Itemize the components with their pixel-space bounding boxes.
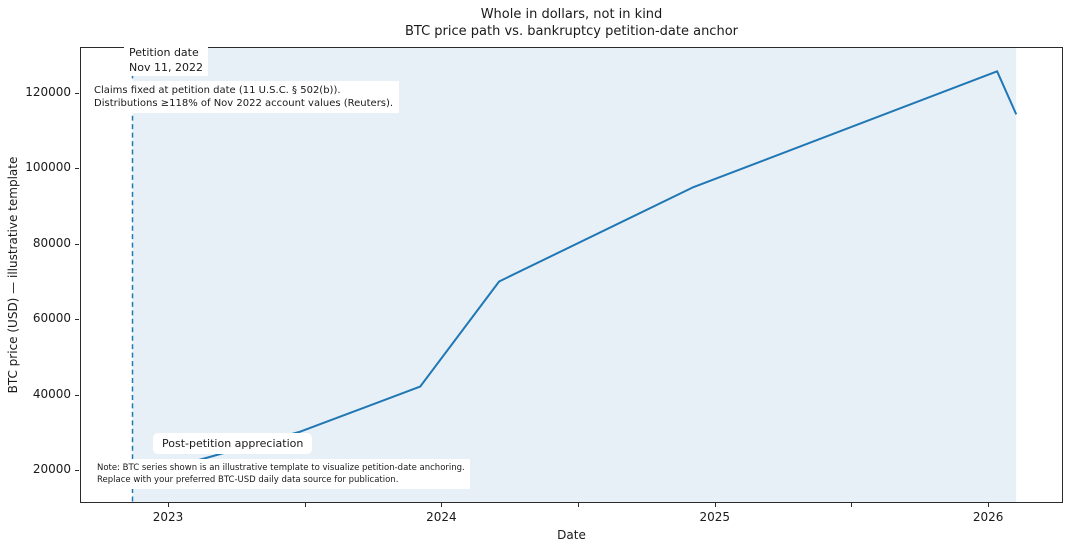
y-tick-mark bbox=[75, 168, 79, 170]
x-major-tick-mark bbox=[168, 503, 170, 507]
y-tick-mark bbox=[75, 319, 79, 321]
claims-fixed-annotation: Claims fixed at petition date (11 U.S.C.… bbox=[88, 81, 400, 113]
plot-area bbox=[80, 47, 1063, 503]
chart-title-line1: Whole in dollars, not in kind bbox=[480, 7, 663, 22]
btc-price-series-line bbox=[132, 70, 1018, 480]
chart-title: Whole in dollars, not in kind BTC price … bbox=[80, 6, 1063, 40]
y-tick-mark bbox=[75, 470, 79, 471]
x-major-tick-mark bbox=[988, 503, 990, 507]
footnote-annotation: Note: BTC series shown is an illustrativ… bbox=[92, 459, 470, 489]
x-minor-tick-mark bbox=[851, 503, 853, 507]
chart-title-line2: BTC price path vs. bankruptcy petition-d… bbox=[405, 24, 738, 39]
post-petition-shaded-region bbox=[132, 48, 1017, 502]
post-petition-annotation: Post-petition appreciation bbox=[153, 433, 313, 454]
x-minor-tick-mark bbox=[578, 503, 580, 507]
x-axis-label: Date bbox=[557, 528, 586, 542]
y-tick-mark bbox=[75, 92, 79, 94]
y-axis-label: BTC price (USD) — illustrative template bbox=[6, 156, 20, 394]
petition-date-annotation-line1: Petition date bbox=[129, 46, 199, 59]
claims-fixed-annotation-line1: Claims fixed at petition date (11 U.S.C.… bbox=[94, 85, 341, 96]
y-tick-mark bbox=[75, 243, 79, 245]
x-major-tick-mark bbox=[441, 503, 443, 507]
y-tick-label: 120000 bbox=[25, 84, 71, 99]
chart-svg bbox=[131, 48, 1018, 502]
y-tick-label: 20000 bbox=[32, 462, 71, 476]
y-tick-label: 40000 bbox=[32, 386, 71, 401]
petition-date-annotation: Petition date Nov 11, 2022 bbox=[124, 44, 208, 76]
footnote-line2: Replace with your preferred BTC-USD dail… bbox=[97, 475, 399, 485]
footnote-line1: Note: BTC series shown is an illustrativ… bbox=[97, 463, 465, 473]
x-tick-label: 2025 bbox=[699, 510, 730, 524]
petition-date-annotation-line2: Nov 11, 2022 bbox=[129, 61, 203, 74]
y-tick-mark bbox=[75, 394, 79, 396]
y-tick-label: 100000 bbox=[25, 160, 71, 175]
x-tick-label: 2024 bbox=[426, 510, 457, 524]
x-tick-label: 2023 bbox=[152, 510, 184, 524]
y-tick-label: 60000 bbox=[32, 311, 71, 326]
y-tick-label: 80000 bbox=[32, 235, 71, 250]
x-minor-tick-mark bbox=[304, 503, 306, 507]
claims-fixed-annotation-line2: Distributions ≥118% of Nov 2022 account … bbox=[94, 98, 394, 109]
x-tick-label: 2026 bbox=[972, 510, 1004, 524]
x-major-tick-mark bbox=[714, 503, 716, 507]
